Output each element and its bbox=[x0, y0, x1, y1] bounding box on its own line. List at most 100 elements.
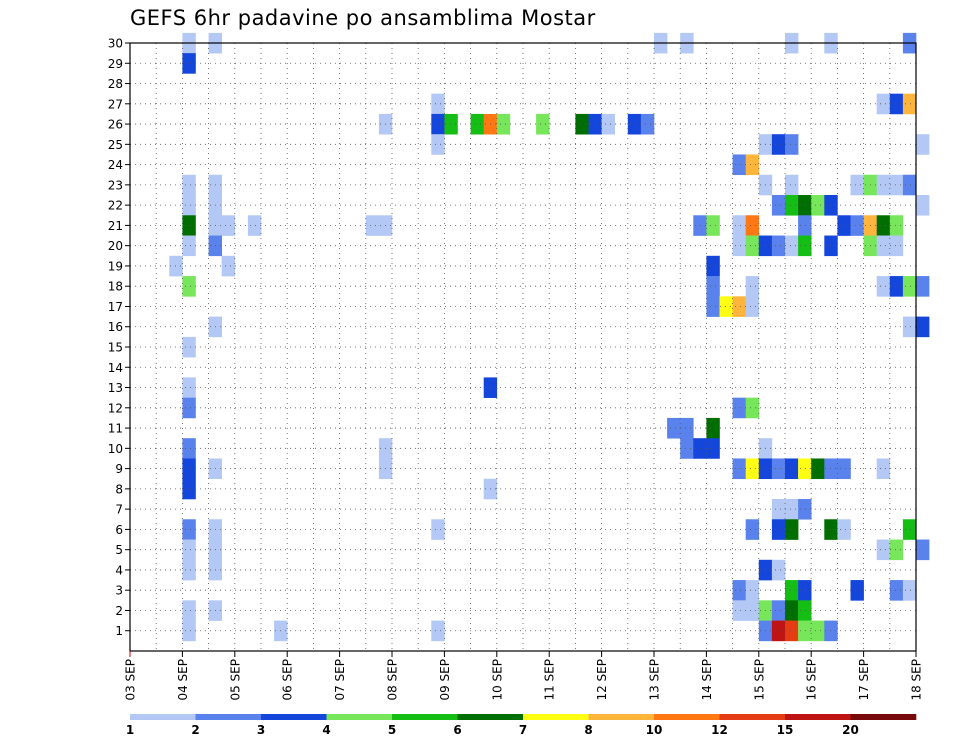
heatmap-cell bbox=[182, 519, 196, 540]
heatmap-cell bbox=[221, 255, 236, 277]
y-tick-label: 26 bbox=[108, 118, 123, 132]
x-tick-label: 10 SEP bbox=[490, 659, 504, 701]
heatmap-cell bbox=[365, 215, 380, 236]
heatmap-cell bbox=[745, 276, 760, 297]
heatmap-cell bbox=[850, 174, 864, 196]
heatmap-cell bbox=[182, 215, 196, 236]
heatmap-cell bbox=[247, 215, 262, 236]
heatmap-cell bbox=[732, 296, 746, 317]
x-tick-label: 07 SEP bbox=[333, 659, 347, 701]
heatmap-cell bbox=[902, 93, 917, 115]
heatmap-cell bbox=[916, 276, 930, 297]
heatmap-cell bbox=[876, 215, 891, 236]
heatmap-cell bbox=[732, 580, 746, 601]
colorbar-label: 6 bbox=[453, 723, 461, 737]
heatmap-cell bbox=[889, 580, 904, 601]
heatmap-cell bbox=[745, 600, 760, 621]
y-tick-label: 13 bbox=[108, 381, 123, 395]
x-tick-label: 13 SEP bbox=[648, 659, 662, 701]
heatmap-cell bbox=[771, 134, 786, 155]
colorbar-segment bbox=[261, 714, 327, 720]
heatmap-cell bbox=[640, 113, 655, 135]
x-tick-label: 03 SEP bbox=[124, 659, 138, 701]
heatmap-cell bbox=[771, 235, 786, 257]
chart-title: GEFS 6hr padavine po ansamblima Mostar bbox=[130, 6, 596, 30]
y-tick-label: 8 bbox=[115, 482, 123, 496]
heatmap-cell bbox=[902, 519, 917, 540]
heatmap-cell bbox=[601, 113, 615, 135]
x-tick-label: 06 SEP bbox=[281, 659, 295, 701]
heatmap-cell bbox=[680, 417, 694, 439]
heatmap-cell bbox=[496, 113, 511, 135]
colorbar-segment bbox=[654, 714, 720, 720]
x-tick-label: 11 SEP bbox=[543, 659, 557, 701]
colorbar-label: 8 bbox=[584, 723, 592, 737]
heatmap-cell bbox=[431, 113, 445, 135]
heatmap-cell bbox=[182, 195, 196, 216]
heatmap-cell bbox=[732, 397, 746, 419]
heatmap-cell bbox=[182, 478, 196, 500]
heatmap-cell bbox=[785, 519, 799, 540]
heatmap-cell bbox=[745, 296, 760, 317]
heatmap-cell bbox=[876, 174, 891, 196]
y-tick-label: 11 bbox=[108, 422, 123, 436]
heatmap-cell bbox=[470, 113, 484, 135]
colorbar-label: 3 bbox=[257, 723, 265, 737]
heatmap-cell bbox=[706, 296, 720, 317]
y-tick-label: 7 bbox=[115, 503, 123, 517]
y-tick-label: 30 bbox=[108, 37, 123, 51]
heatmap-cell bbox=[798, 215, 812, 236]
heatmap-cell bbox=[706, 255, 720, 277]
y-tick-label: 24 bbox=[108, 158, 123, 172]
heatmap-cell bbox=[745, 580, 760, 601]
x-tick-label: 05 SEP bbox=[228, 659, 242, 701]
colorbar-label: 15 bbox=[777, 723, 794, 737]
x-tick-label: 15 SEP bbox=[752, 659, 766, 701]
heatmap-cell bbox=[798, 195, 812, 216]
y-tick-label: 19 bbox=[108, 259, 123, 273]
heatmap-cell bbox=[850, 580, 864, 601]
heatmap-cell bbox=[182, 336, 196, 358]
heatmap-cell bbox=[902, 580, 917, 601]
heatmap-cell bbox=[837, 215, 851, 236]
heatmap-cell bbox=[745, 235, 760, 257]
heatmap-cell bbox=[876, 235, 891, 257]
heatmap-cell bbox=[182, 438, 196, 459]
heatmap-cell bbox=[732, 215, 746, 236]
y-tick-label: 27 bbox=[108, 97, 123, 111]
heatmap-cell bbox=[785, 458, 799, 480]
colorbar: 1 2 3 4 5 6 7 8 10 12 15 20 bbox=[126, 714, 917, 737]
heatmap-cell bbox=[221, 215, 236, 236]
colorbar-segment bbox=[130, 714, 196, 720]
x-tick-label: 04 SEP bbox=[176, 659, 190, 701]
heatmap-cell bbox=[876, 276, 891, 297]
colorbar-label: 2 bbox=[191, 723, 199, 737]
heatmap-cell bbox=[798, 458, 812, 480]
heatmap-cell bbox=[785, 499, 799, 520]
heatmap-cell bbox=[889, 539, 904, 561]
heatmap-cell bbox=[785, 620, 799, 642]
heatmap-cell bbox=[745, 215, 760, 236]
heatmap-cell bbox=[876, 539, 891, 561]
heatmap-cell bbox=[182, 539, 196, 561]
heatmap-cell bbox=[745, 458, 760, 480]
heatmap-cell bbox=[916, 195, 930, 216]
y-tick-label: 28 bbox=[108, 77, 123, 91]
heatmap-cell bbox=[916, 134, 930, 155]
y-tick-label: 29 bbox=[108, 57, 123, 71]
y-tick-label: 17 bbox=[108, 300, 123, 314]
heatmap-cell bbox=[182, 377, 196, 398]
x-tick-label: 08 SEP bbox=[386, 659, 400, 701]
heatmap-cell bbox=[785, 134, 799, 155]
heatmap-cell bbox=[732, 458, 746, 480]
heatmap-cell bbox=[182, 620, 196, 642]
colorbar-segment bbox=[326, 714, 393, 720]
heatmap-cell bbox=[876, 93, 891, 115]
heatmap-cell bbox=[745, 397, 760, 419]
heatmap-cell bbox=[771, 519, 786, 540]
heatmap-cell bbox=[771, 559, 786, 581]
heatmap-cell bbox=[706, 276, 720, 297]
heatmap-cell bbox=[889, 276, 904, 297]
heatmap-cell bbox=[575, 113, 589, 135]
heatmap-cell bbox=[798, 499, 812, 520]
